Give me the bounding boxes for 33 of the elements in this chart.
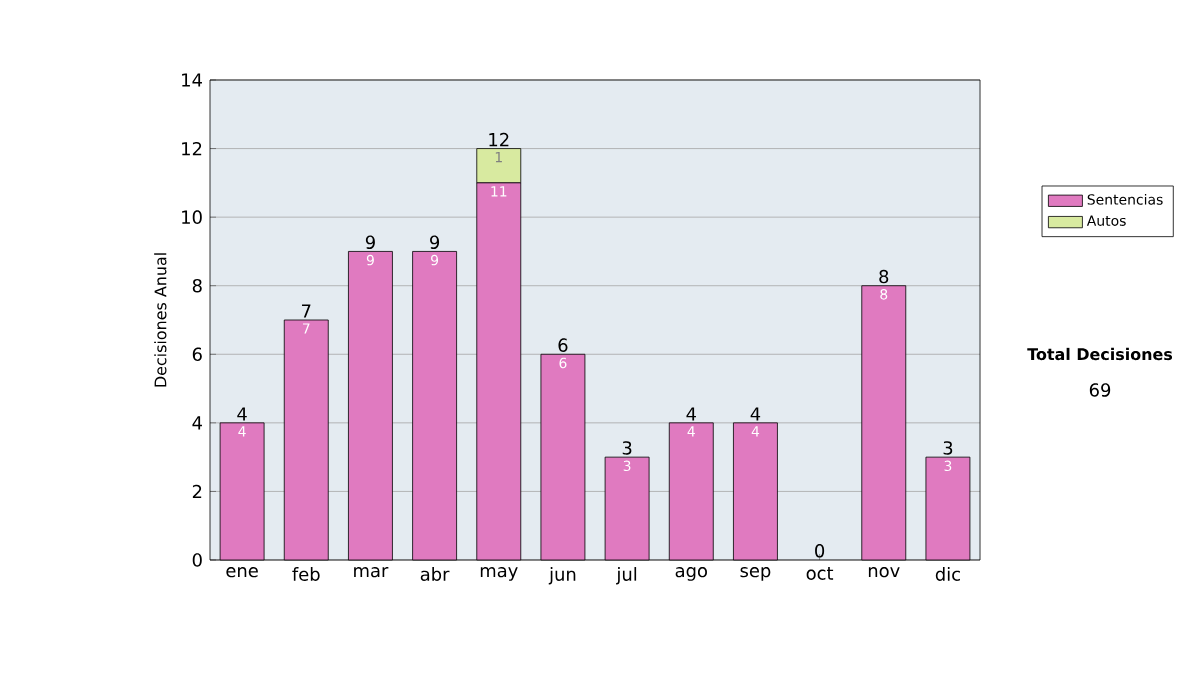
text: 69 — [1089, 383, 1111, 397]
y-tick-label: 10 — [182, 210, 202, 224]
total-label: 3 — [943, 441, 953, 455]
total-label: 4 — [686, 407, 696, 421]
x-tick-label: dic — [935, 567, 960, 581]
x-tick-label: jul — [616, 567, 637, 585]
total-label: 6 — [558, 338, 568, 352]
x-tick-label: nov — [868, 567, 900, 578]
y-tick-label: 0 — [192, 553, 202, 567]
x-tick-label: ene — [226, 567, 258, 578]
y-tick-label: 14 — [182, 73, 202, 87]
x-tick-label: abr — [420, 567, 450, 581]
x-tick-label: jun — [548, 567, 576, 585]
total-label: 9 — [365, 235, 375, 250]
total-label: 3 — [622, 441, 632, 455]
total-label: 4 — [237, 407, 247, 421]
total-label: 12 — [489, 132, 509, 147]
total-label: 8 — [879, 269, 889, 284]
x-tick-label: feb — [292, 567, 320, 581]
y-tick-label: 2 — [192, 484, 202, 499]
y-tick-label: 4 — [192, 416, 202, 430]
x-tick-label: sep — [740, 567, 771, 581]
x-tick-label: ago — [675, 567, 707, 581]
total-label: 4 — [750, 407, 761, 421]
x-tick-label: mar — [354, 567, 389, 578]
x-tick-label: may — [480, 567, 518, 581]
y-tick-label: 12 — [182, 141, 202, 156]
total-label: 7 — [302, 304, 311, 318]
y-tick-label: 6 — [192, 347, 202, 362]
total-label: 9 — [430, 235, 440, 250]
total-label: 0 — [815, 544, 825, 558]
x-tick-label: oct — [806, 567, 834, 580]
y-tick-label: 8 — [192, 278, 202, 293]
